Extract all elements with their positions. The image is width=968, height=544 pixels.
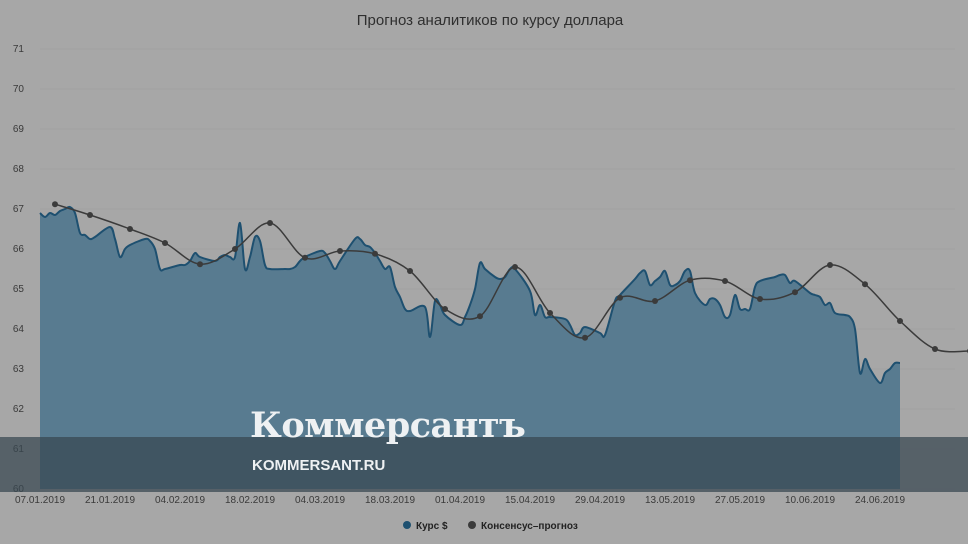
forecast-point[interactable]: [512, 264, 518, 270]
forecast-point[interactable]: [897, 318, 903, 324]
forecast-point[interactable]: [197, 261, 203, 268]
legend[interactable]: Курс $ Консенсус–прогноз: [403, 521, 578, 532]
x-tick-label: 10.06.2019: [785, 495, 835, 506]
y-tick-label: 71: [13, 44, 25, 55]
forecast-point[interactable]: [757, 296, 763, 302]
x-tick-label: 13.05.2019: [645, 495, 695, 506]
x-tick-label: 15.04.2019: [505, 495, 555, 506]
legend-item-forecast[interactable]: Консенсус–прогноз: [468, 521, 578, 532]
forecast-point[interactable]: [687, 277, 693, 284]
chart-title: Прогноз аналитиков по курсу доллара: [357, 12, 624, 29]
x-tick-label: 01.04.2019: [435, 495, 485, 506]
y-tick-label: 70: [13, 84, 25, 95]
y-tick-label: 67: [13, 204, 25, 215]
brand-logo: Коммерсантъ: [250, 405, 526, 446]
forecast-point[interactable]: [827, 262, 833, 268]
legend-marker-rate: [403, 521, 411, 529]
forecast-series: [52, 201, 968, 354]
legend-item-rate[interactable]: Курс $: [403, 521, 448, 532]
x-tick-label: 29.04.2019: [575, 495, 625, 506]
forecast-point[interactable]: [337, 248, 343, 254]
forecast-point[interactable]: [267, 220, 273, 226]
forecast-point[interactable]: [52, 201, 58, 208]
forecast-point[interactable]: [792, 289, 798, 296]
forecast-point[interactable]: [87, 212, 93, 218]
legend-label-forecast: Консенсус–прогноз: [481, 521, 578, 532]
forecast-point[interactable]: [162, 240, 168, 246]
legend-label-rate: Курс $: [416, 521, 448, 532]
watermark-band: [0, 437, 968, 492]
forecast-point[interactable]: [652, 298, 658, 304]
forecast-point[interactable]: [477, 313, 483, 320]
x-tick-label: 18.02.2019: [225, 495, 275, 506]
rate-line: [39, 205, 901, 384]
x-tick-label: 27.05.2019: [715, 495, 765, 506]
forecast-point[interactable]: [862, 281, 868, 288]
y-tick-label: 69: [13, 124, 25, 135]
x-axis: 07.01.2019 21.01.2019 04.02.2019 18.02.2019…: [15, 495, 905, 506]
brand-url: KOMMERSANT.RU: [252, 457, 386, 474]
forecast-point[interactable]: [127, 226, 133, 232]
x-tick-label: 24.06.2019: [855, 495, 905, 506]
x-tick-label: 04.02.2019: [155, 495, 205, 506]
x-tick-label: 04.03.2019: [295, 495, 345, 506]
x-tick-label: 07.01.2019: [15, 495, 65, 506]
forecast-point[interactable]: [932, 346, 938, 352]
forecast-point[interactable]: [582, 334, 588, 341]
y-tick-label: 66: [13, 244, 25, 255]
y-tick-label: 65: [13, 284, 25, 295]
y-tick-label: 63: [13, 364, 25, 375]
forecast-point[interactable]: [232, 246, 238, 252]
legend-marker-forecast: [468, 521, 476, 529]
forecast-point[interactable]: [407, 268, 413, 274]
forecast-point[interactable]: [722, 278, 728, 284]
rate-area-fill: [40, 206, 900, 489]
forecast-point[interactable]: [442, 306, 448, 312]
forecast-point[interactable]: [617, 294, 623, 301]
forecast-point[interactable]: [302, 254, 308, 261]
x-tick-label: 18.03.2019: [365, 495, 415, 506]
area-series: [39, 205, 901, 489]
y-tick-label: 64: [13, 324, 25, 335]
y-tick-label: 68: [13, 164, 25, 175]
forecast-point[interactable]: [547, 310, 553, 316]
forecast-point[interactable]: [372, 250, 378, 257]
y-axis: 606162636465666768697071: [13, 44, 25, 495]
x-tick-label: 21.01.2019: [85, 495, 135, 506]
y-tick-label: 62: [13, 404, 25, 415]
